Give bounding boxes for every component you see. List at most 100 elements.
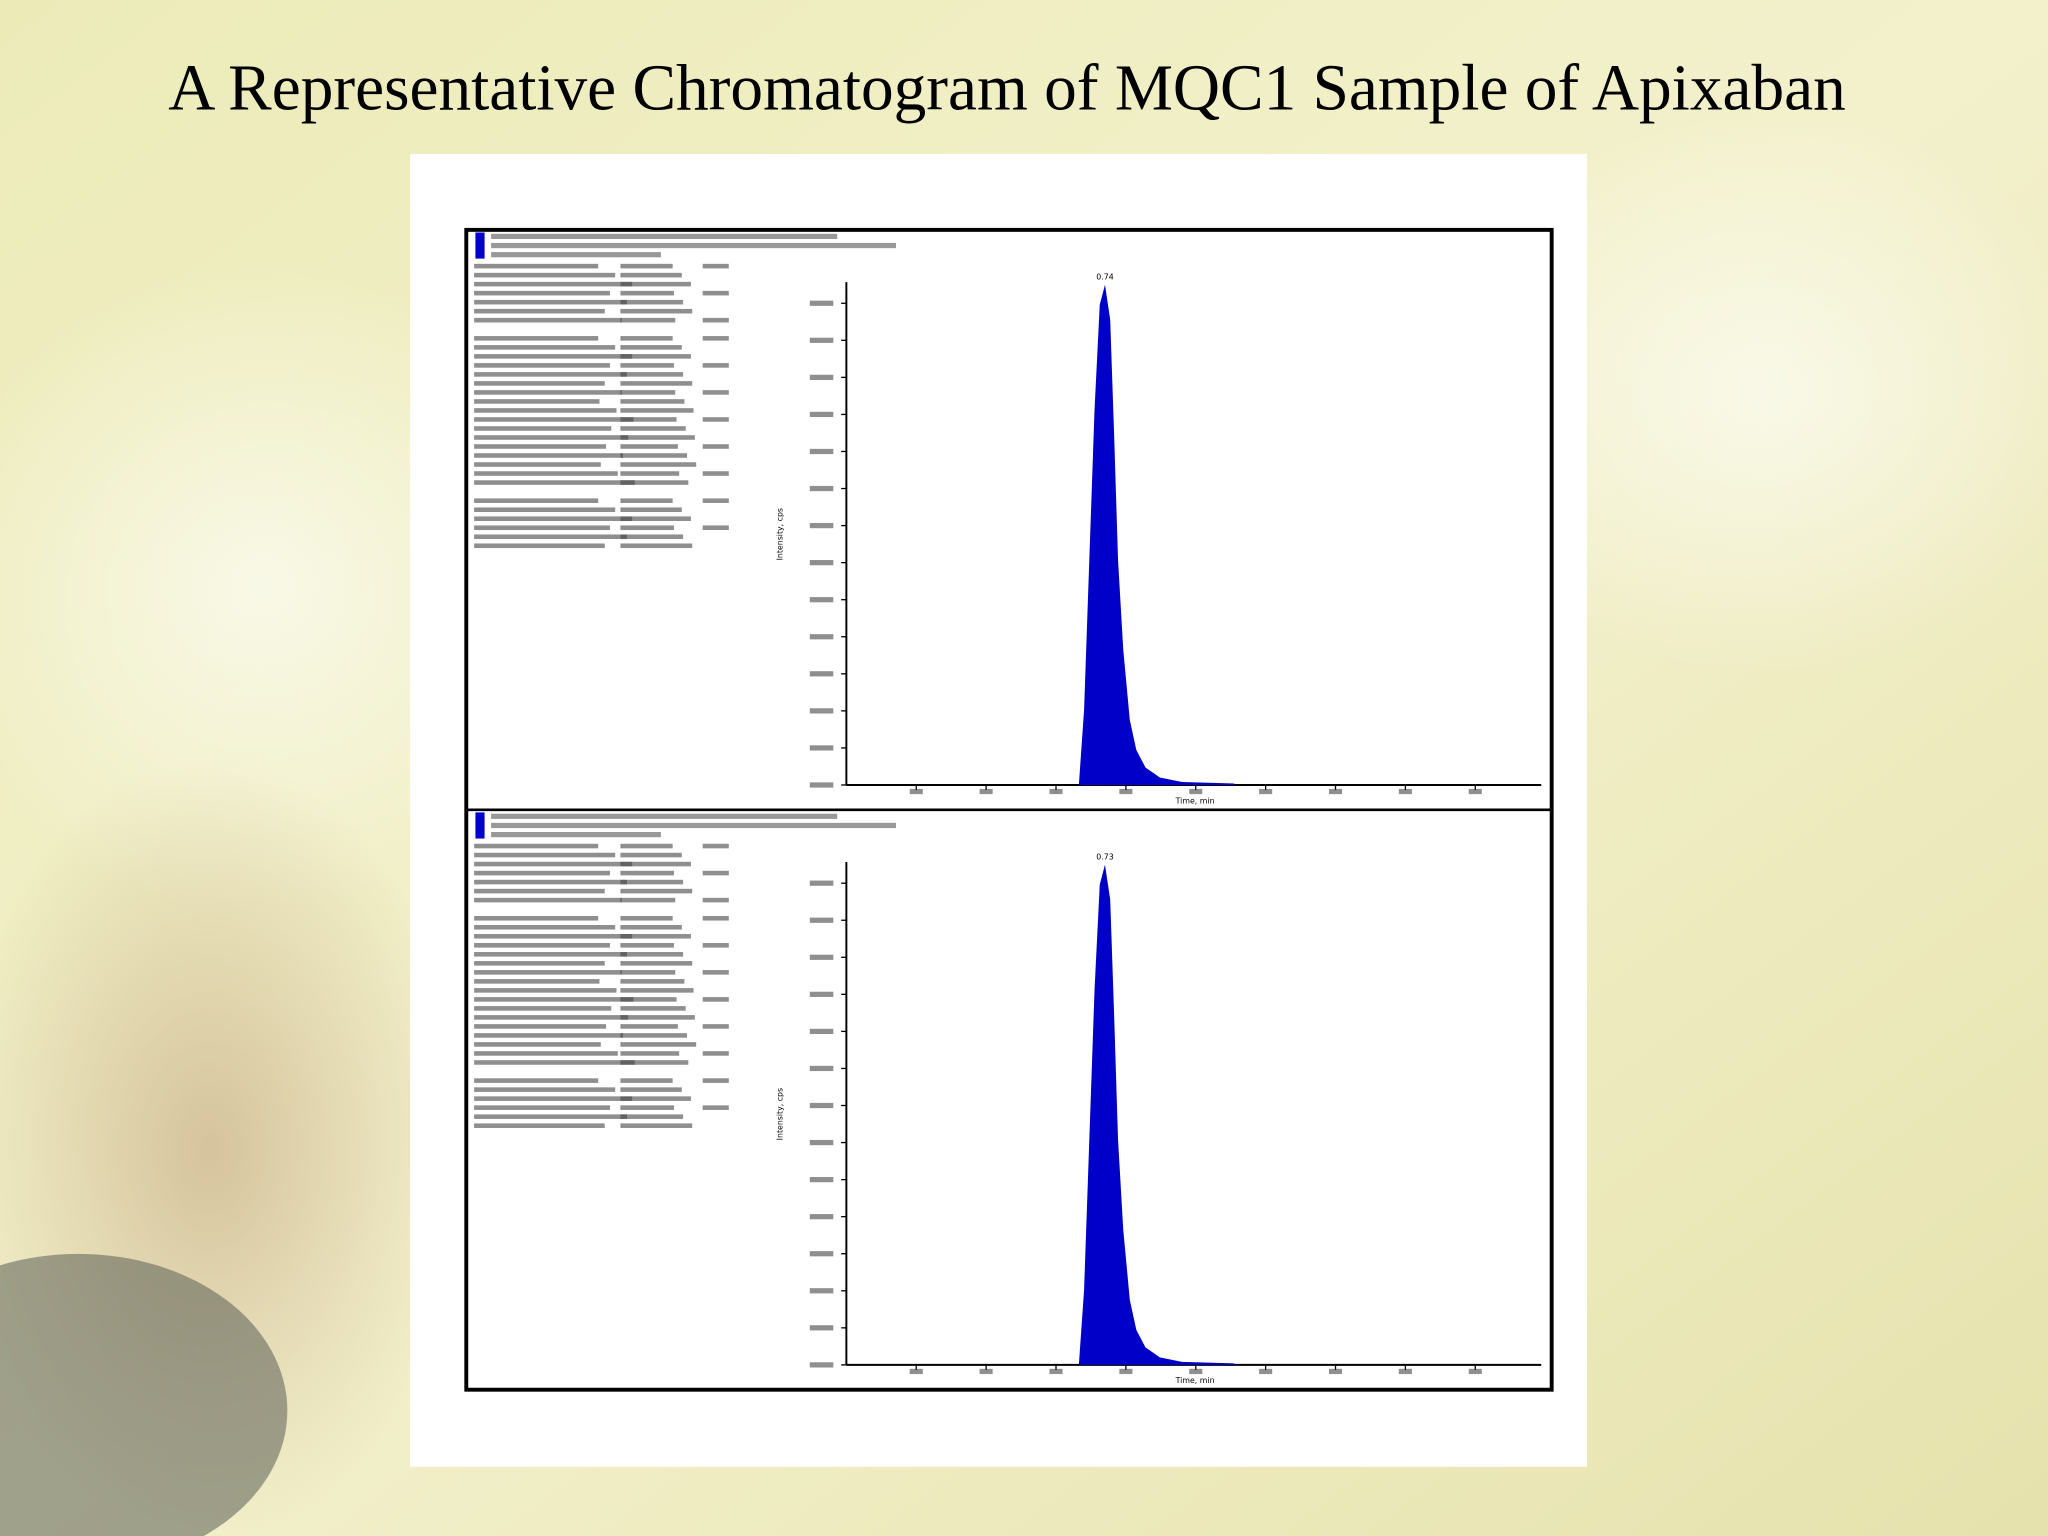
info-text [620, 924, 682, 930]
info-text [474, 426, 612, 431]
info-text [620, 390, 676, 395]
info-text [620, 399, 685, 404]
info-text [474, 997, 634, 1002]
info-text [702, 915, 729, 921]
info-text [620, 961, 693, 966]
y-tick-text [809, 597, 834, 603]
info-text [620, 381, 693, 386]
x-tick-text [1189, 788, 1203, 795]
info-text [702, 970, 729, 975]
header-text [491, 813, 838, 819]
info-text [702, 336, 729, 341]
info-text [474, 308, 605, 314]
info-text [474, 915, 599, 921]
info-text [620, 879, 684, 885]
info-text [702, 943, 729, 948]
header-text [491, 832, 661, 838]
info-text [620, 534, 684, 540]
info-text [620, 1087, 682, 1092]
info-text [702, 1078, 729, 1083]
info-text [474, 363, 610, 368]
info-text [474, 888, 605, 894]
info-text [474, 263, 599, 269]
info-text [620, 997, 677, 1002]
info-text [474, 1033, 624, 1038]
info-text [620, 861, 691, 867]
info-text [474, 480, 635, 485]
color-marker [475, 232, 485, 259]
y-tick-text [809, 411, 834, 418]
header-text [491, 233, 838, 240]
info-text [620, 1051, 680, 1056]
info-text [474, 1114, 627, 1119]
info-text [474, 1060, 635, 1065]
info-text [620, 336, 673, 341]
info-text [474, 462, 601, 467]
info-text [474, 1015, 629, 1020]
peak [1078, 284, 1235, 785]
info-text [620, 317, 676, 323]
x-tick-text [1468, 788, 1482, 795]
peak [1078, 864, 1235, 1365]
info-text [620, 852, 682, 858]
info-text [702, 498, 729, 503]
x-tick-text [1468, 1368, 1482, 1375]
info-text [620, 290, 674, 296]
info-text [474, 1042, 601, 1047]
y-tick-text [809, 1325, 834, 1331]
y-tick-text [809, 634, 834, 640]
info-text [474, 988, 617, 993]
x-tick-text [1049, 1368, 1063, 1375]
y-tick-text [809, 1214, 834, 1220]
info-text [474, 299, 627, 305]
info-text [620, 1006, 686, 1011]
info-text [702, 317, 729, 323]
info-text [474, 444, 607, 449]
x-tick-text [1189, 1368, 1203, 1375]
x-tick-text [1328, 788, 1343, 795]
info-text [474, 290, 610, 296]
y-tick-text [809, 917, 834, 923]
info-text [620, 934, 691, 939]
info-text [474, 943, 610, 948]
slide-title: A Representative Chromatogram of MQC1 Sa… [168, 53, 1845, 125]
info-text [474, 1024, 607, 1029]
info-text [474, 354, 633, 359]
x-tick-text [909, 1368, 923, 1375]
x-tick-text [979, 788, 993, 795]
color-marker [475, 812, 485, 839]
info-text [620, 299, 684, 305]
info-text [702, 290, 729, 296]
y-tick-text [809, 1028, 834, 1035]
info-text [620, 480, 689, 485]
info-text [702, 897, 729, 903]
peak-label: 0.73 [1096, 852, 1113, 861]
info-text [474, 1078, 599, 1083]
info-text [474, 934, 633, 939]
info-text [620, 471, 680, 476]
y-tick-text [809, 1065, 834, 1072]
x-tick-text [1259, 1368, 1273, 1375]
info-text [620, 1060, 689, 1065]
info-text [474, 1051, 618, 1056]
y-axis-label: Intensity, cps [775, 508, 784, 560]
info-text [620, 979, 685, 984]
info-text [474, 970, 622, 975]
y-tick-text [809, 374, 834, 380]
y-axis-label: Intensity, cps [775, 1088, 784, 1140]
y-tick-text [809, 880, 834, 886]
info-text [702, 444, 729, 449]
info-text [620, 507, 682, 512]
info-text [474, 417, 634, 422]
info-text [474, 516, 633, 522]
info-text [474, 879, 627, 885]
info-text [620, 263, 673, 269]
info-text [702, 417, 729, 422]
info-text [474, 1123, 605, 1128]
info-text [620, 1114, 684, 1119]
info-text [702, 870, 729, 876]
info-text [474, 952, 627, 957]
y-tick-text [809, 560, 834, 566]
